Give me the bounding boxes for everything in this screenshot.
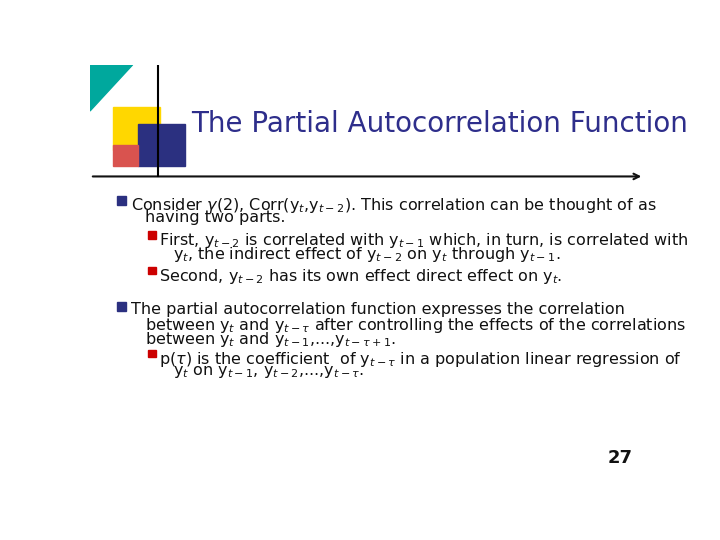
Text: First, y$_{t-2}$ is correlated with y$_{t-1}$ which, in turn, is correlated with: First, y$_{t-2}$ is correlated with y$_{… — [159, 231, 688, 250]
Bar — [117, 195, 127, 205]
Bar — [148, 267, 156, 274]
Text: having two parts.: having two parts. — [145, 210, 286, 225]
Bar — [148, 350, 156, 357]
Bar — [148, 231, 156, 239]
Bar — [138, 124, 184, 166]
Bar — [113, 145, 138, 166]
Text: The Partial Autocorrelation Function: The Partial Autocorrelation Function — [191, 110, 688, 138]
Text: The partial autocorrelation function expresses the correlation: The partial autocorrelation function exp… — [131, 302, 625, 317]
Bar — [117, 302, 127, 311]
Text: y$_t$, the indirect effect of y$_{t-2}$ on y$_t$ through y$_{t-1}$.: y$_t$, the indirect effect of y$_{t-2}$ … — [173, 245, 560, 264]
Polygon shape — [90, 65, 132, 111]
Text: y$_t$ on y$_{t-1}$, y$_{t-2}$,...,y$_{t-\tau}$.: y$_t$ on y$_{t-1}$, y$_{t-2}$,...,y$_{t-… — [173, 363, 364, 380]
Text: p($\tau$) is the coefficient  of y$_{t-\tau}$ in a population linear regression : p($\tau$) is the coefficient of y$_{t-\t… — [159, 350, 682, 369]
Text: Second, y$_{t-2}$ has its own effect direct effect on y$_t$.: Second, y$_{t-2}$ has its own effect dir… — [159, 267, 562, 286]
Text: between y$_t$ and y$_{t-\tau}$ after controlling the effects of the correlations: between y$_t$ and y$_{t-\tau}$ after con… — [145, 316, 686, 335]
Text: Consider $\gamma$(2), Corr(y$_t$,y$_{t-2}$). This correlation can be thought of : Consider $\gamma$(2), Corr(y$_t$,y$_{t-2… — [131, 195, 657, 215]
Text: between y$_t$ and y$_{t-1}$,...,y$_{t-\tau+1}$.: between y$_t$ and y$_{t-1}$,...,y$_{t-\t… — [145, 330, 396, 349]
Text: 27: 27 — [608, 449, 632, 467]
Bar — [113, 107, 160, 150]
